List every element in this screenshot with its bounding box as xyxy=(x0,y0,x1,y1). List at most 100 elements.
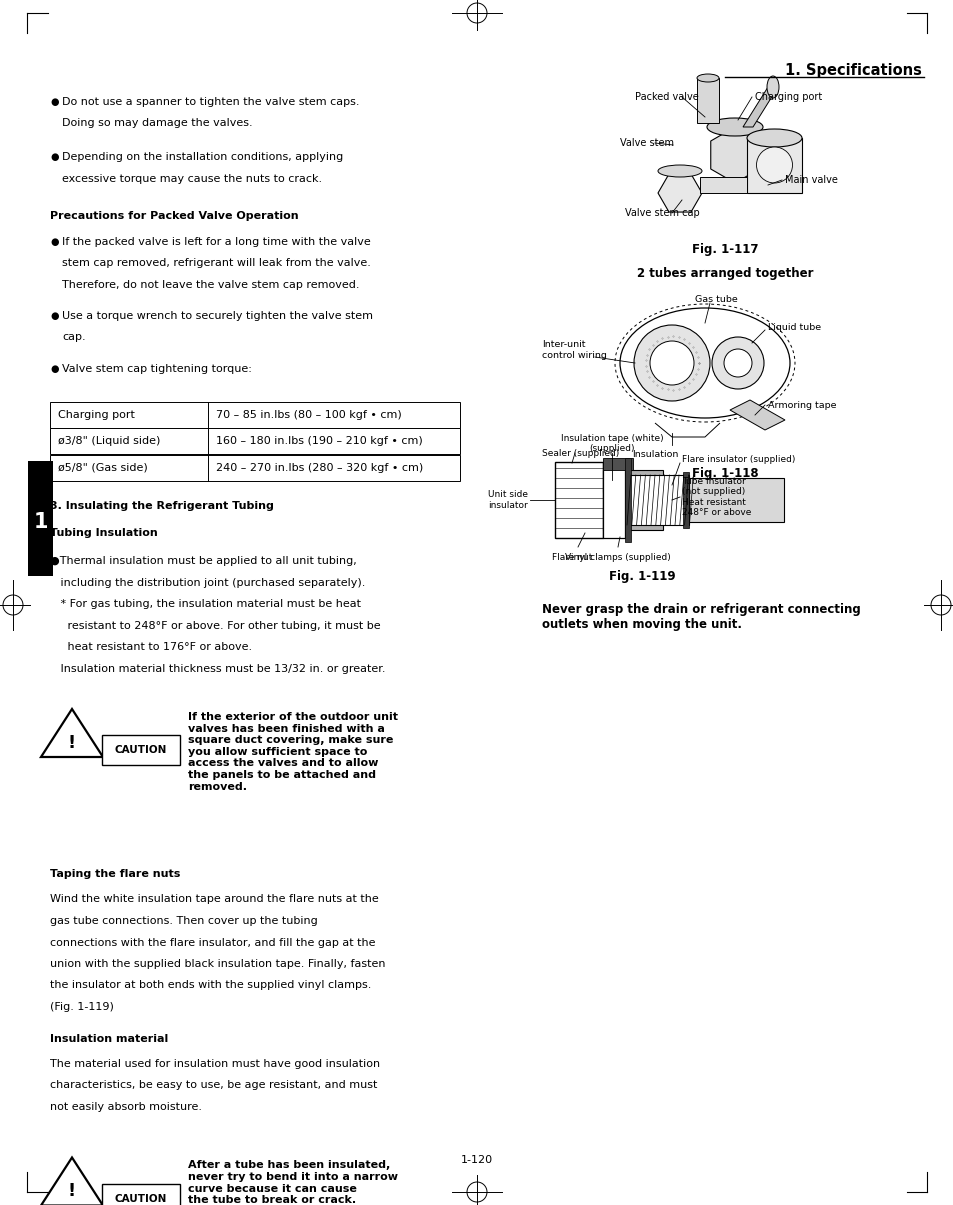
Text: CAUTION: CAUTION xyxy=(114,745,167,756)
Text: characteristics, be easy to use, be age resistant, and must: characteristics, be easy to use, be age … xyxy=(50,1081,377,1091)
Text: Insulation: Insulation xyxy=(631,449,678,459)
Text: stem cap removed, refrigerant will leak from the valve.: stem cap removed, refrigerant will leak … xyxy=(62,258,371,268)
Text: cap.: cap. xyxy=(62,333,86,342)
Text: Valve stem cap tightening torque:: Valve stem cap tightening torque: xyxy=(62,364,252,374)
Text: Armoring tape: Armoring tape xyxy=(767,400,836,410)
Bar xyxy=(682,472,688,528)
Text: Sealer (supplied): Sealer (supplied) xyxy=(541,448,618,458)
Bar xyxy=(28,462,53,576)
Text: 70 – 85 in.lbs (80 – 100 kgf • cm): 70 – 85 in.lbs (80 – 100 kgf • cm) xyxy=(215,410,401,419)
Text: If the packed valve is left for a long time with the valve: If the packed valve is left for a long t… xyxy=(62,236,371,247)
Circle shape xyxy=(711,337,763,389)
Text: ●: ● xyxy=(50,96,58,107)
Text: 160 – 180 in.lbs (190 – 210 kgf • cm): 160 – 180 in.lbs (190 – 210 kgf • cm) xyxy=(215,436,422,446)
Bar xyxy=(602,462,624,537)
Bar xyxy=(602,458,633,470)
Ellipse shape xyxy=(658,165,701,177)
Text: Do not use a spanner to tighten the valve stem caps.: Do not use a spanner to tighten the valv… xyxy=(62,96,359,107)
Text: Charging port: Charging port xyxy=(58,410,134,419)
Text: Precautions for Packed Valve Operation: Precautions for Packed Valve Operation xyxy=(50,211,298,221)
Text: union with the supplied black insulation tape. Finally, fasten: union with the supplied black insulation… xyxy=(50,959,385,969)
Bar xyxy=(50,428,459,454)
Text: (Fig. 1-119): (Fig. 1-119) xyxy=(50,1003,113,1012)
Bar xyxy=(50,401,459,428)
Ellipse shape xyxy=(746,129,801,147)
Bar xyxy=(746,139,801,193)
Text: Valve stem: Valve stem xyxy=(619,139,673,148)
Text: CAUTION: CAUTION xyxy=(114,1193,167,1204)
Text: Insulation material thickness must be 13/32 in. or greater.: Insulation material thickness must be 13… xyxy=(50,664,385,674)
Text: ø3/8" (Liquid side): ø3/8" (Liquid side) xyxy=(58,436,160,446)
Bar xyxy=(697,78,719,123)
Text: 1: 1 xyxy=(33,511,48,531)
Bar xyxy=(102,1183,180,1205)
Text: Tubing Insulation: Tubing Insulation xyxy=(50,529,157,539)
Ellipse shape xyxy=(766,76,779,98)
Text: ●: ● xyxy=(50,311,58,321)
Text: ●Thermal insulation must be applied to all unit tubing,: ●Thermal insulation must be applied to a… xyxy=(50,556,356,566)
Text: Gas tube: Gas tube xyxy=(695,295,737,305)
Bar xyxy=(626,475,688,525)
Circle shape xyxy=(723,349,751,377)
Text: heat resistant to 176°F or above.: heat resistant to 176°F or above. xyxy=(50,642,252,652)
Text: Packed valve: Packed valve xyxy=(635,92,698,102)
Text: Valve stem cap: Valve stem cap xyxy=(624,208,699,218)
Text: Unit side
insulator: Unit side insulator xyxy=(488,490,527,510)
Bar xyxy=(624,458,630,542)
Text: 1. Specifications: 1. Specifications xyxy=(784,63,921,78)
Bar xyxy=(602,509,662,530)
Text: Vinyl clamps (supplied): Vinyl clamps (supplied) xyxy=(564,553,670,562)
Text: connections with the flare insulator, and fill the gap at the: connections with the flare insulator, an… xyxy=(50,937,375,947)
Text: ø5/8" (Gas side): ø5/8" (Gas side) xyxy=(58,463,148,472)
Text: gas tube connections. Then cover up the tubing: gas tube connections. Then cover up the … xyxy=(50,916,317,925)
Polygon shape xyxy=(729,400,784,430)
Text: Fig. 1-119: Fig. 1-119 xyxy=(608,570,675,583)
Text: 2 tubes arranged together: 2 tubes arranged together xyxy=(636,268,812,280)
Polygon shape xyxy=(710,127,759,183)
Text: not easily absorb moisture.: not easily absorb moisture. xyxy=(50,1103,202,1112)
Text: Charging port: Charging port xyxy=(754,92,821,102)
Text: Liquid tube: Liquid tube xyxy=(767,323,821,331)
Polygon shape xyxy=(658,174,701,212)
Circle shape xyxy=(756,147,792,183)
Text: excessive torque may cause the nuts to crack.: excessive torque may cause the nuts to c… xyxy=(62,174,322,183)
Bar xyxy=(602,470,662,492)
Text: Fig. 1-117: Fig. 1-117 xyxy=(691,243,758,255)
Text: Depending on the installation conditions, applying: Depending on the installation conditions… xyxy=(62,152,343,161)
Text: Taping the flare nuts: Taping the flare nuts xyxy=(50,869,180,878)
Polygon shape xyxy=(41,1158,103,1205)
Text: Never grasp the drain or refrigerant connecting
outlets when moving the unit.: Never grasp the drain or refrigerant con… xyxy=(541,602,860,631)
Ellipse shape xyxy=(697,74,719,82)
Text: Doing so may damage the valves.: Doing so may damage the valves. xyxy=(62,118,253,129)
Text: Insulation tape (white)
(supplied): Insulation tape (white) (supplied) xyxy=(560,434,662,453)
Text: Insulation material: Insulation material xyxy=(50,1034,168,1044)
Circle shape xyxy=(649,341,693,386)
Polygon shape xyxy=(41,709,103,757)
Text: The material used for insulation must have good insulation: The material used for insulation must ha… xyxy=(50,1059,379,1069)
Bar xyxy=(50,454,459,481)
Text: * For gas tubing, the insulation material must be heat: * For gas tubing, the insulation materia… xyxy=(50,599,360,609)
Text: Inter-unit
control wiring: Inter-unit control wiring xyxy=(541,340,606,360)
Text: including the distribution joint (purchased separately).: including the distribution joint (purcha… xyxy=(50,577,365,588)
Text: Wind the white insulation tape around the flare nuts at the: Wind the white insulation tape around th… xyxy=(50,894,378,905)
Text: Therefore, do not leave the valve stem cap removed.: Therefore, do not leave the valve stem c… xyxy=(62,280,359,289)
Bar xyxy=(102,735,180,765)
Text: Flare nut: Flare nut xyxy=(551,553,592,562)
Text: !: ! xyxy=(68,734,76,752)
Text: Main valve: Main valve xyxy=(784,175,837,186)
Bar xyxy=(688,478,783,522)
Polygon shape xyxy=(700,177,746,193)
Text: Flare insulator (supplied): Flare insulator (supplied) xyxy=(681,455,795,464)
Text: After a tube has been insulated,
never try to bend it into a narrow
curve becaus: After a tube has been insulated, never t… xyxy=(188,1160,397,1205)
Text: If the exterior of the outdoor unit
valves has been finished with a
square duct : If the exterior of the outdoor unit valv… xyxy=(188,712,397,792)
Text: 3. Insulating the Refrigerant Tubing: 3. Insulating the Refrigerant Tubing xyxy=(50,501,274,511)
Ellipse shape xyxy=(706,118,762,136)
Polygon shape xyxy=(742,87,778,127)
Text: Use a torque wrench to securely tighten the valve stem: Use a torque wrench to securely tighten … xyxy=(62,311,373,321)
Text: 1-120: 1-120 xyxy=(460,1156,493,1165)
Text: the insulator at both ends with the supplied vinyl clamps.: the insulator at both ends with the supp… xyxy=(50,981,371,991)
Text: ●: ● xyxy=(50,236,58,247)
Ellipse shape xyxy=(619,308,789,418)
Circle shape xyxy=(634,325,709,401)
Text: resistant to 248°F or above. For other tubing, it must be: resistant to 248°F or above. For other t… xyxy=(50,621,380,630)
